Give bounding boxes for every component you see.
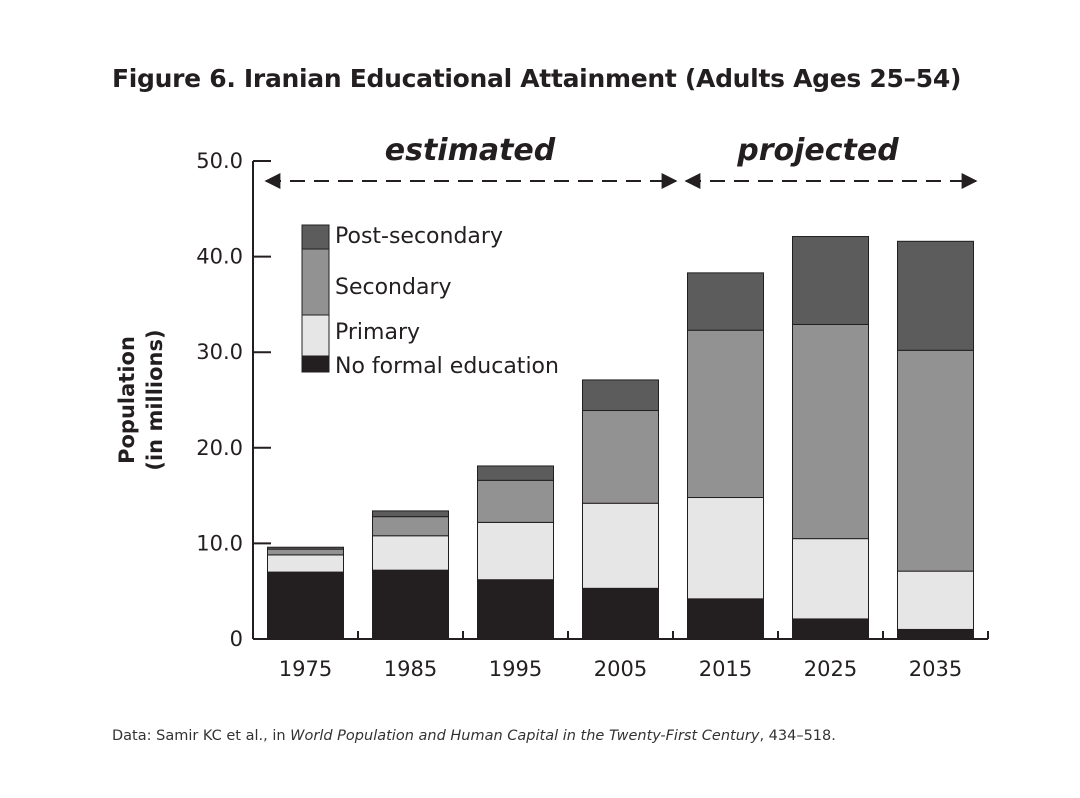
legend-label-secondary: Secondary [335, 275, 452, 300]
legend: Post-secondary Secondary Primary No formal … [301, 224, 559, 379]
bar-segment-no-formal-education-1975 [267, 571, 344, 640]
bar-segment-post-secondary-2015 [687, 272, 764, 331]
x-tick-label-2035: 2035 [909, 657, 962, 681]
legend-label-post-secondary: Post-secondary [335, 224, 503, 249]
y-tick-label: 40.0 [196, 245, 243, 269]
bar-segment-primary-1995 [477, 521, 554, 581]
y-tick-label: 50.0 [196, 149, 243, 173]
legend-label-primary: Primary [335, 320, 420, 345]
bar-segment-primary-2005 [582, 502, 659, 589]
estimated-label: estimated [385, 133, 556, 168]
bar-segment-primary-2035 [897, 570, 974, 630]
bar-segment-post-secondary-1995 [477, 465, 554, 481]
bar-segment-post-secondary-1985 [372, 510, 449, 518]
bar-segment-secondary-2005 [582, 410, 659, 504]
bar-segment-post-secondary-1975 [267, 546, 344, 550]
bar-segment-primary-2015 [687, 497, 764, 600]
x-tick-label-1995: 1995 [489, 657, 542, 681]
x-tick-labels: 1975 1985 1995 2005 2015 2025 2035 [279, 631, 989, 681]
projected-label: projected [736, 133, 899, 168]
bar-segment-post-secondary-2005 [582, 379, 659, 412]
legend-swatch-no-formal-education [301, 355, 330, 373]
legend-label-no-formal-education: No formal education [335, 354, 559, 379]
legend-swatch-post-secondary [301, 224, 330, 250]
bar-segment-primary-2025 [792, 538, 869, 620]
y-axis-label-line-1: Population [115, 336, 139, 464]
bar-segment-secondary-1975 [267, 548, 344, 556]
period-annotations: estimated projected [264, 133, 978, 189]
source-suffix: , 434–518. [759, 728, 836, 744]
bars [267, 236, 974, 640]
y-axis-label: Population (in millions) [115, 329, 167, 470]
y-tick-labels: 0 10.0 20.0 30.0 40.0 50.0 [196, 149, 271, 651]
x-tick-label-2005: 2005 [594, 657, 647, 681]
y-tick-label: 30.0 [196, 340, 243, 364]
bar-segment-post-secondary-2025 [792, 236, 869, 325]
figure-title: Figure 6. Iranian Educational Attainment… [112, 64, 962, 93]
bar-segment-no-formal-education-2015 [687, 598, 764, 640]
bar-segment-secondary-1995 [477, 479, 554, 523]
bar-segment-secondary-2025 [792, 323, 869, 540]
bar-segment-no-formal-education-2025 [792, 618, 869, 640]
bar-segment-no-formal-education-1995 [477, 579, 554, 640]
x-tick-label-1975: 1975 [279, 657, 332, 681]
source-note: Data: Samir KC et al., in World Populati… [112, 728, 836, 744]
y-axis-label-line-2: (in millions) [143, 329, 167, 470]
bar-segment-primary-1985 [372, 535, 449, 571]
bar-segment-secondary-2035 [897, 349, 974, 572]
source-prefix: Data: Samir KC et al., in [112, 728, 291, 744]
bar-segment-no-formal-education-2035 [897, 628, 974, 640]
y-tick-label: 20.0 [196, 436, 243, 460]
y-tick-label: 10.0 [196, 531, 243, 555]
bar-segment-no-formal-education-2005 [582, 587, 659, 640]
x-tick-label-2025: 2025 [804, 657, 857, 681]
y-tick-label: 0 [230, 627, 243, 651]
bar-segment-secondary-2015 [687, 329, 764, 499]
x-tick-label-1985: 1985 [384, 657, 437, 681]
bar-segment-no-formal-education-1985 [372, 569, 449, 640]
legend-swatch-secondary [301, 248, 330, 316]
x-tick-label-2015: 2015 [699, 657, 752, 681]
legend-swatch-primary [301, 314, 330, 357]
source-work-title: World Population and Human Capital in th… [290, 728, 760, 744]
bar-segment-secondary-1985 [372, 516, 449, 537]
bar-segment-primary-1975 [267, 554, 344, 573]
bar-segment-post-secondary-2035 [897, 240, 974, 351]
